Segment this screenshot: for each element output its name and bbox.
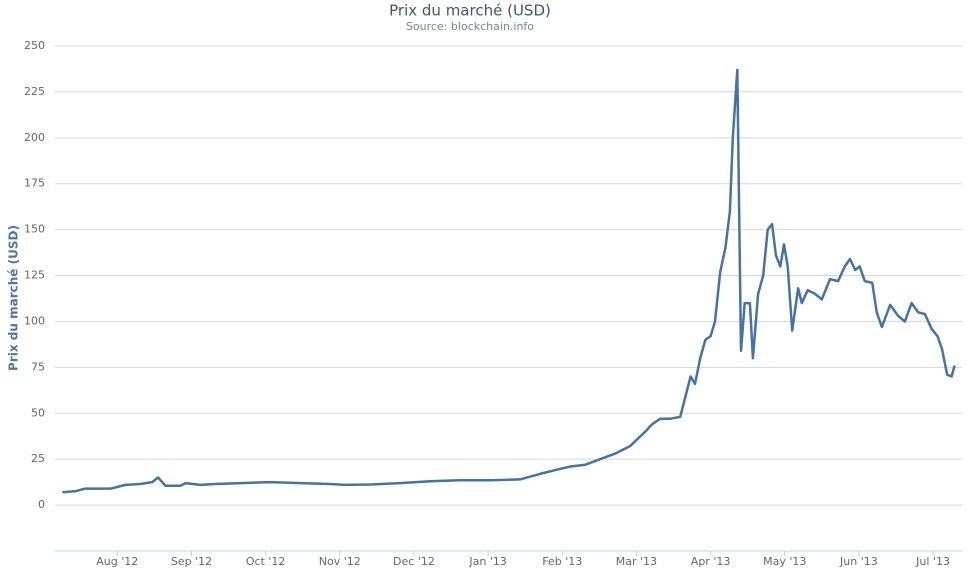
x-tick-label: Nov '12: [319, 555, 361, 568]
x-tick-label: Apr '13: [691, 555, 731, 568]
x-tick-label: Jan '13: [468, 555, 506, 568]
chart-title: Prix du marché (USD): [389, 2, 551, 20]
y-tick-label: 50: [31, 406, 45, 419]
y-tick-label: 150: [24, 223, 45, 236]
y-tick-label: 125: [24, 269, 45, 282]
y-tick-label: 175: [24, 177, 45, 190]
y-axis-title: Prix du marché (USD): [7, 225, 21, 371]
y-tick-label: 25: [31, 452, 45, 465]
y-tick-label: 75: [31, 360, 45, 373]
x-tick-label: Feb '13: [542, 555, 582, 568]
y-tick-label: 200: [24, 131, 45, 144]
x-tick-label: Dec '12: [393, 555, 435, 568]
x-tick-label: Sep '12: [171, 555, 212, 568]
x-tick-label: May '13: [763, 555, 806, 568]
chart-subtitle: Source: blockchain.info: [406, 20, 534, 33]
x-tick-label: Jun '13: [839, 555, 878, 568]
y-tick-label: 225: [24, 85, 45, 98]
y-tick-label: 100: [24, 314, 45, 327]
x-tick-label: Oct '12: [246, 555, 286, 568]
x-tick-label: Jul '13: [915, 555, 950, 568]
x-tick-label: Aug '12: [96, 555, 138, 568]
y-tick-label: 0: [38, 498, 45, 511]
price-line: [62, 68, 956, 494]
x-tick-label: Mar '13: [616, 555, 657, 568]
y-tick-label: 250: [24, 39, 45, 52]
